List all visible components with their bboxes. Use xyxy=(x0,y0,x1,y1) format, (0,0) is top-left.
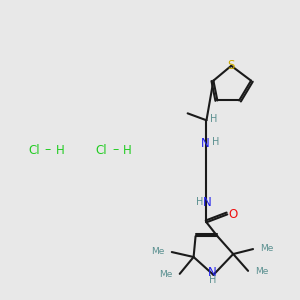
Text: Me: Me xyxy=(159,270,173,279)
Text: H: H xyxy=(56,143,64,157)
Text: N: N xyxy=(203,196,212,209)
Text: –: – xyxy=(112,143,119,157)
Text: Me: Me xyxy=(255,267,268,276)
Text: S: S xyxy=(228,59,235,72)
Text: –: – xyxy=(45,143,51,157)
Text: H: H xyxy=(196,196,203,206)
Text: Cl: Cl xyxy=(96,143,107,157)
Text: Me: Me xyxy=(152,247,165,256)
Text: N: N xyxy=(208,266,217,279)
Text: H: H xyxy=(212,137,219,147)
Text: O: O xyxy=(229,208,238,221)
Text: N: N xyxy=(201,136,210,150)
Text: H: H xyxy=(123,143,132,157)
Text: H: H xyxy=(210,114,217,124)
Text: H: H xyxy=(209,275,216,285)
Text: Me: Me xyxy=(260,244,273,253)
Text: Cl: Cl xyxy=(28,143,40,157)
